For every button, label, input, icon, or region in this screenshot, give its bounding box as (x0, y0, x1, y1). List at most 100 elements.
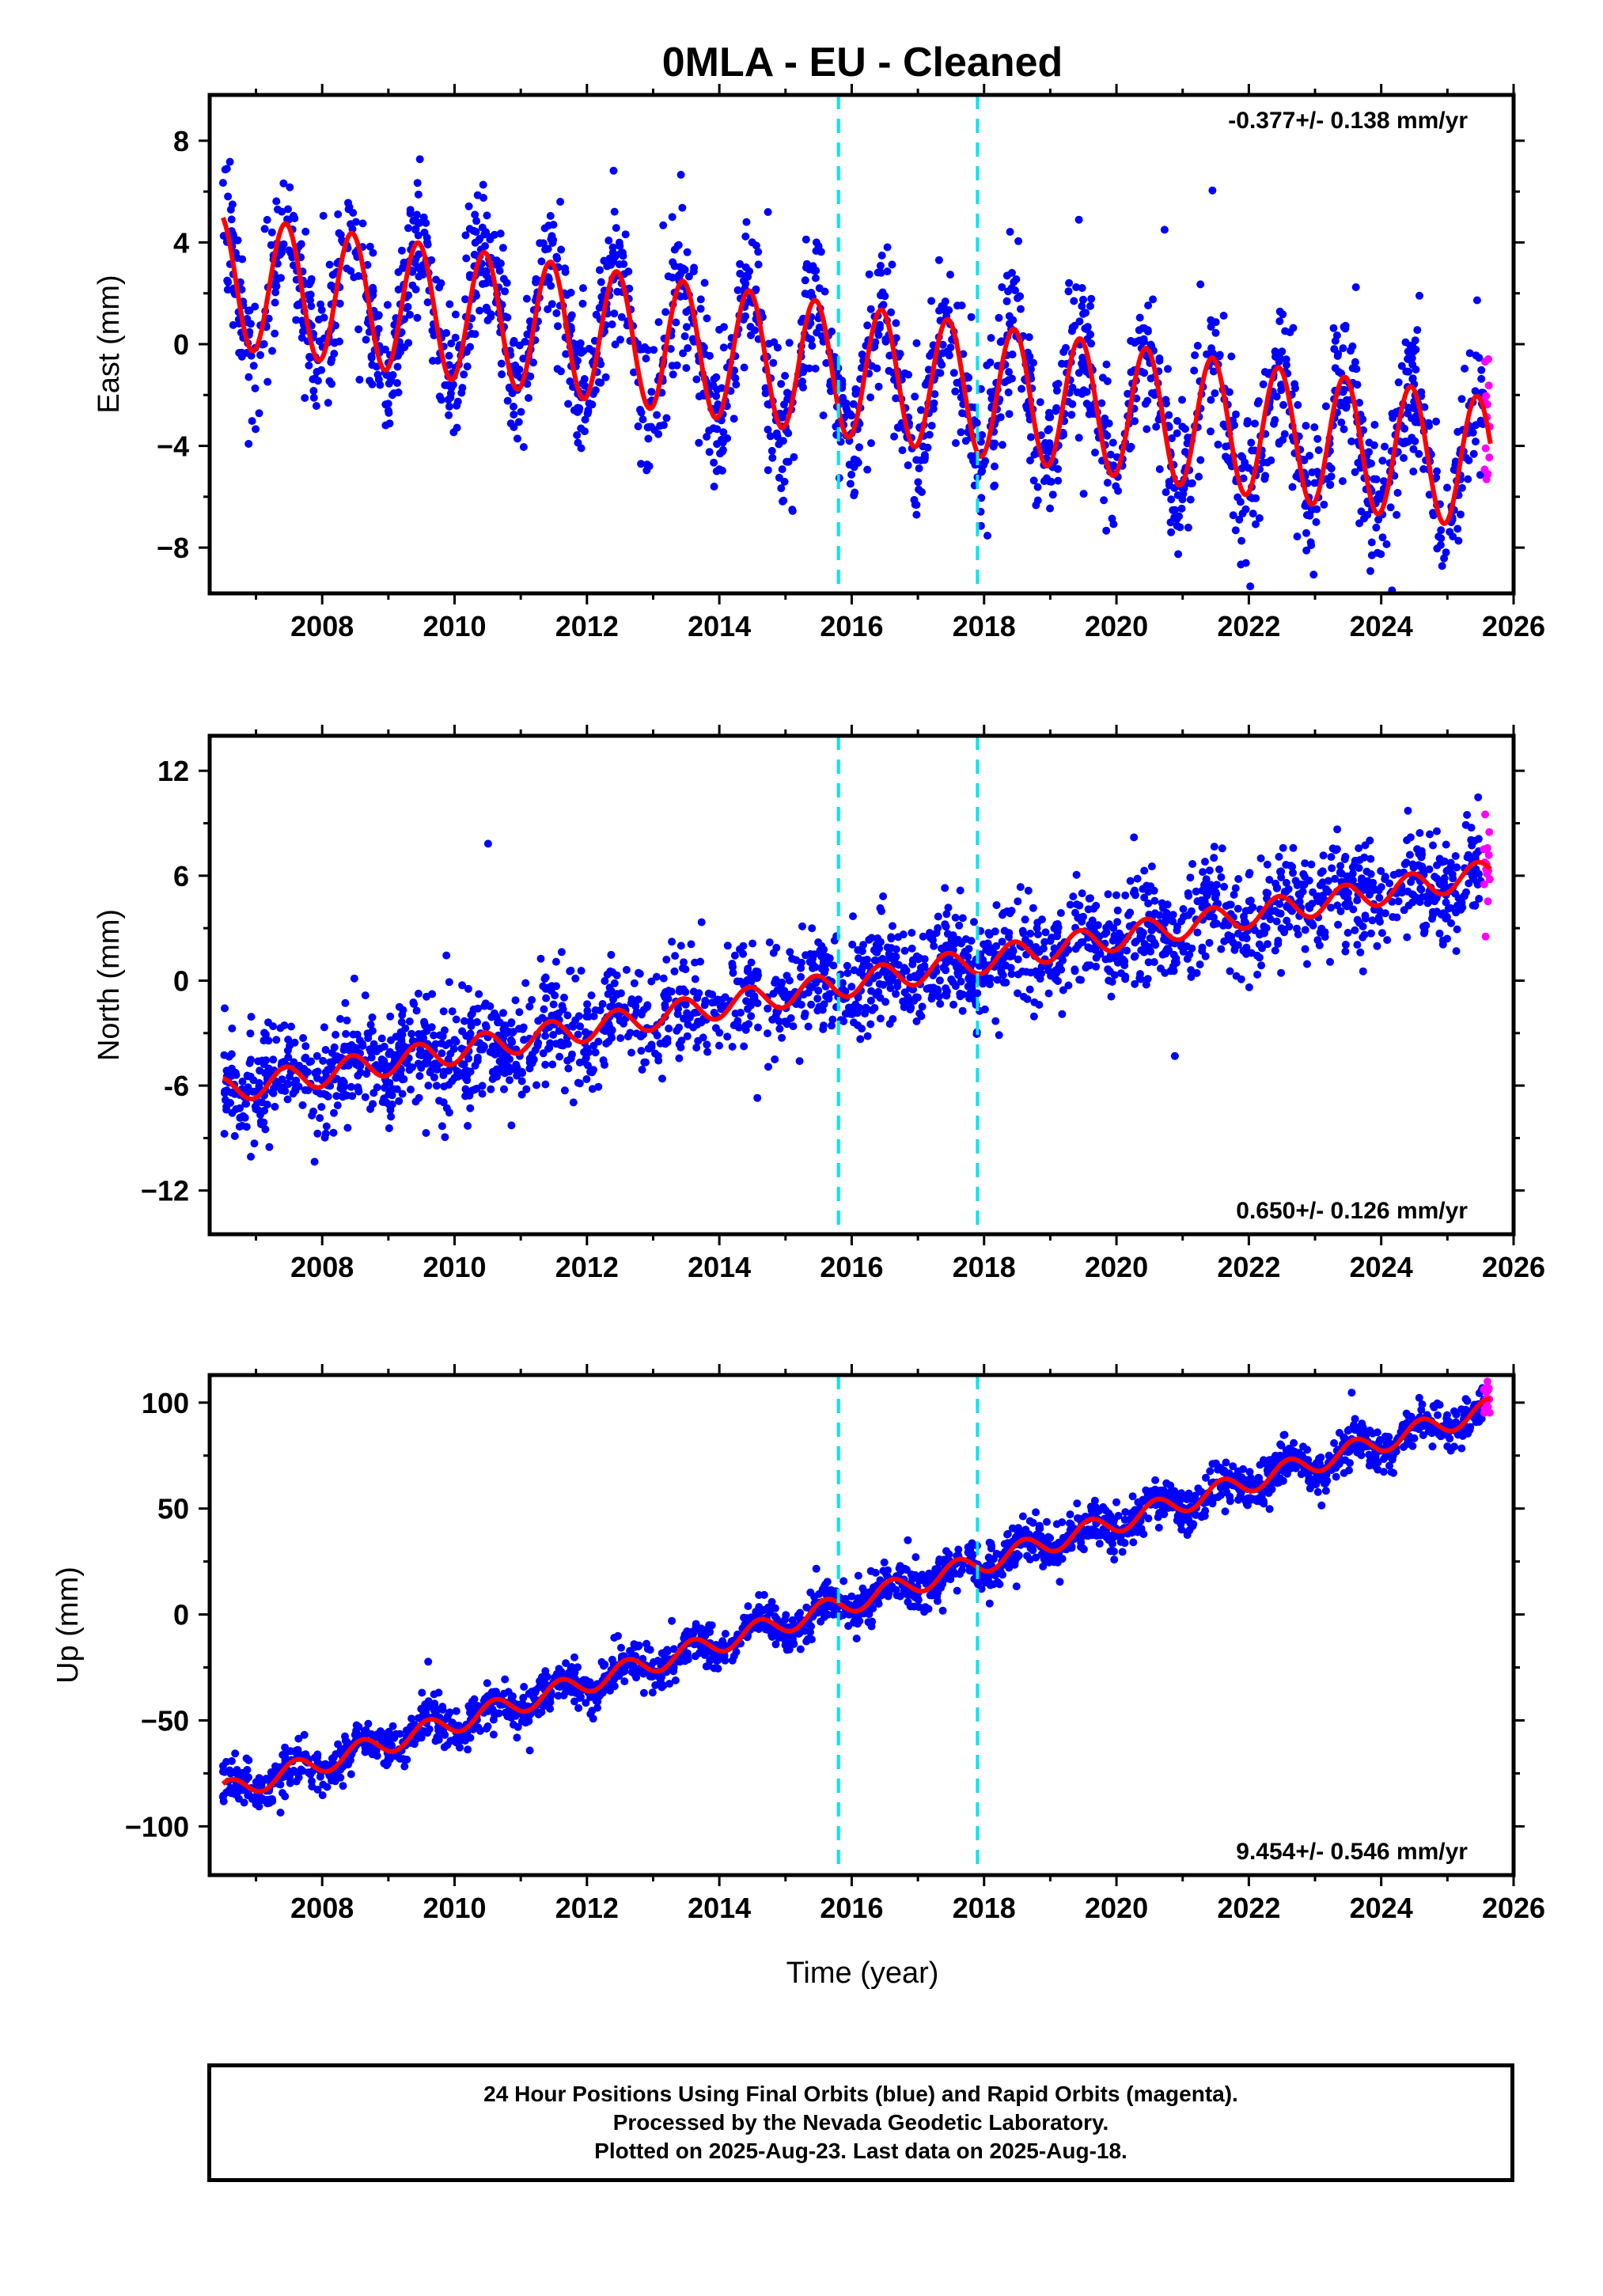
north-final-point (754, 1023, 762, 1032)
north-final-point (222, 1096, 229, 1104)
east-final-point (676, 170, 685, 179)
north-final-point (1217, 873, 1226, 881)
east-final-point (510, 402, 517, 411)
north-final-point (1136, 932, 1145, 941)
north-final-point (464, 1122, 472, 1130)
east-final-point (400, 315, 409, 324)
north-final-point (1113, 906, 1122, 915)
north-final-point (1147, 926, 1156, 935)
north-final-point (992, 901, 1001, 909)
east-final-point (479, 180, 487, 189)
north-final-point (1317, 869, 1325, 877)
north-final-point (1024, 886, 1033, 895)
east-final-point (1052, 381, 1060, 389)
north-final-point (1353, 941, 1362, 949)
east-final-point (249, 362, 258, 370)
east-final-point (654, 318, 663, 327)
east-final-point (1406, 341, 1415, 350)
east-final-point (616, 335, 624, 344)
north-final-point (1131, 938, 1139, 947)
north-final-point (1121, 972, 1130, 981)
east-final-point (709, 424, 718, 433)
east-final-point (858, 350, 866, 358)
north-final-point (764, 1029, 771, 1038)
north-final-point (415, 1093, 423, 1102)
up-final-point (1095, 1540, 1104, 1548)
east-final-point (951, 387, 960, 396)
north-y-tick-label: -6 (164, 1070, 189, 1102)
east-final-point (983, 532, 991, 540)
east-final-point (263, 377, 272, 386)
north-final-point (541, 1032, 550, 1040)
east-final-point (1313, 434, 1322, 443)
north-final-point (310, 1157, 319, 1166)
north-final-point (1301, 873, 1309, 881)
north-final-point (857, 966, 866, 975)
east-final-point (510, 411, 518, 419)
east-final-point (1464, 475, 1472, 483)
east-final-point (1054, 476, 1063, 485)
east-final-point (435, 283, 444, 292)
east-final-point (668, 213, 676, 222)
north-final-orbit-points (220, 793, 1485, 1166)
north-final-point (1431, 873, 1439, 881)
north-final-point (1467, 824, 1476, 832)
east-final-point (1450, 465, 1458, 474)
north-final-point (1014, 955, 1022, 964)
north-final-point (1151, 941, 1160, 949)
east-final-point (445, 402, 453, 411)
east-final-point (1181, 425, 1189, 434)
east-final-point (1420, 403, 1429, 411)
east-final-point (294, 300, 302, 309)
north-final-point (1044, 989, 1053, 998)
north-final-point (1333, 825, 1342, 834)
east-final-point (358, 219, 367, 228)
north-final-point (1193, 928, 1202, 937)
north-final-point (622, 965, 631, 974)
north-rapid-point (1484, 843, 1491, 852)
north-final-point (930, 942, 938, 950)
north-final-point (450, 1074, 459, 1082)
north-final-point (1341, 947, 1350, 956)
north-final-point (1336, 907, 1345, 915)
north-final-point (1343, 902, 1351, 911)
east-final-point (513, 434, 521, 443)
north-final-point (797, 972, 805, 981)
north-final-point (601, 1060, 608, 1069)
east-final-point (1225, 388, 1234, 396)
north-final-point (575, 1059, 584, 1067)
north-final-point (252, 1104, 260, 1113)
panel-east: 2008 2010 2012 2014 2016 2018 2020 2022 2024 2026… (93, 84, 1545, 642)
east-final-point (892, 319, 900, 328)
north-rapid-point (1481, 932, 1490, 941)
north-final-point (753, 999, 762, 1007)
north-y-tick-label: 6 (173, 860, 189, 892)
east-final-point (1052, 404, 1061, 412)
north-y-tick-label: 12 (157, 755, 189, 787)
north-final-point (825, 954, 834, 963)
east-final-point (1437, 526, 1446, 535)
north-final-point (265, 1142, 274, 1151)
north-final-point (582, 1075, 591, 1083)
north-final-point (733, 977, 741, 986)
north-final-point (788, 954, 797, 963)
east-final-point (1372, 523, 1381, 532)
east-final-point (540, 224, 549, 233)
east-final-point (1237, 452, 1245, 460)
north-final-point (789, 1022, 798, 1031)
north-final-point (815, 1002, 824, 1011)
east-final-point (1312, 517, 1321, 526)
east-final-point (427, 256, 436, 264)
east-final-point (1033, 483, 1042, 491)
east-final-point (661, 308, 670, 316)
north-final-point (341, 998, 350, 1007)
north-final-point (775, 1017, 783, 1025)
north-final-point (598, 1000, 607, 1008)
north-final-point (1343, 894, 1352, 903)
east-final-point (1026, 457, 1034, 464)
north-final-point (348, 1092, 357, 1101)
east-final-point (355, 375, 364, 384)
east-final-point (855, 443, 863, 452)
east-final-point (415, 155, 424, 164)
east-final-point (464, 202, 473, 210)
